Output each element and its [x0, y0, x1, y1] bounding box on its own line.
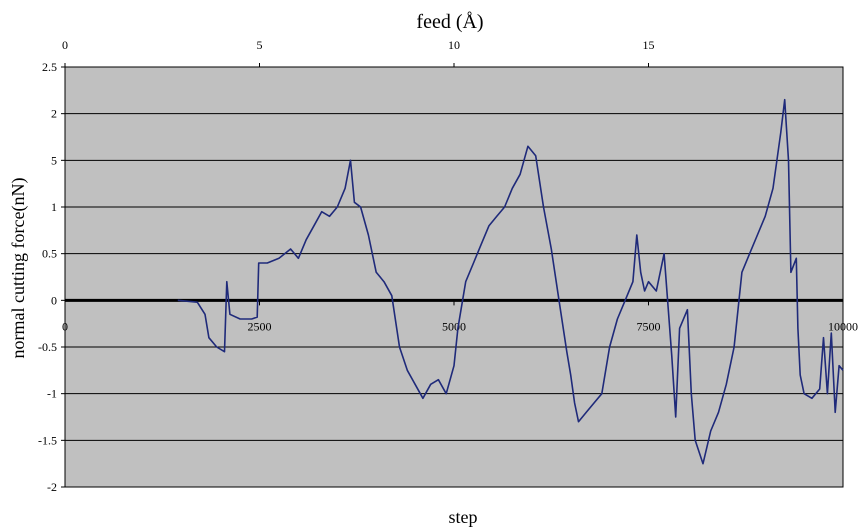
- y-tick-label: -0.5: [38, 340, 57, 354]
- y-tick-label: 5: [51, 153, 57, 167]
- y-tick-label: 2: [51, 107, 57, 121]
- x-axis-ticks: 0 2500 5000 7500 10000: [62, 300, 858, 333]
- y-axis-ticks: 2.5 2 5 1 0.5 0 -0.5 -1 -1.5 -2: [38, 60, 65, 494]
- top-axis-label: feed (Å): [416, 11, 483, 33]
- x-tick-label: 0: [62, 319, 68, 333]
- x-tick-label: 2500: [248, 319, 272, 333]
- top-axis-ticks: 0 5 10 15: [62, 38, 655, 67]
- y-tick-label: -1: [47, 387, 57, 401]
- series-line: [177, 98, 844, 465]
- top-tick-label: 0: [62, 38, 68, 52]
- top-tick-label: 5: [257, 38, 263, 52]
- series-group: [177, 98, 844, 465]
- y-tick-label: 0.5: [42, 247, 57, 261]
- y-axis-label: normal cutting force(nN): [8, 178, 29, 359]
- plot-area: [64, 66, 844, 488]
- y-tick-label: 2.5: [42, 60, 57, 74]
- x-axis-label: step: [449, 507, 478, 527]
- top-tick-label: 15: [643, 38, 655, 52]
- x-tick-label: 7500: [637, 319, 661, 333]
- y-tick-label: 0: [51, 293, 57, 307]
- y-tick-label: -1.5: [38, 433, 57, 447]
- y-tick-label: -2: [47, 480, 57, 494]
- y-tick-label: 1: [51, 200, 57, 214]
- x-tick-label: 5000: [442, 319, 466, 333]
- top-tick-label: 10: [448, 38, 460, 52]
- x-tick-label: 10000: [828, 319, 858, 333]
- gridlines: [65, 113, 843, 441]
